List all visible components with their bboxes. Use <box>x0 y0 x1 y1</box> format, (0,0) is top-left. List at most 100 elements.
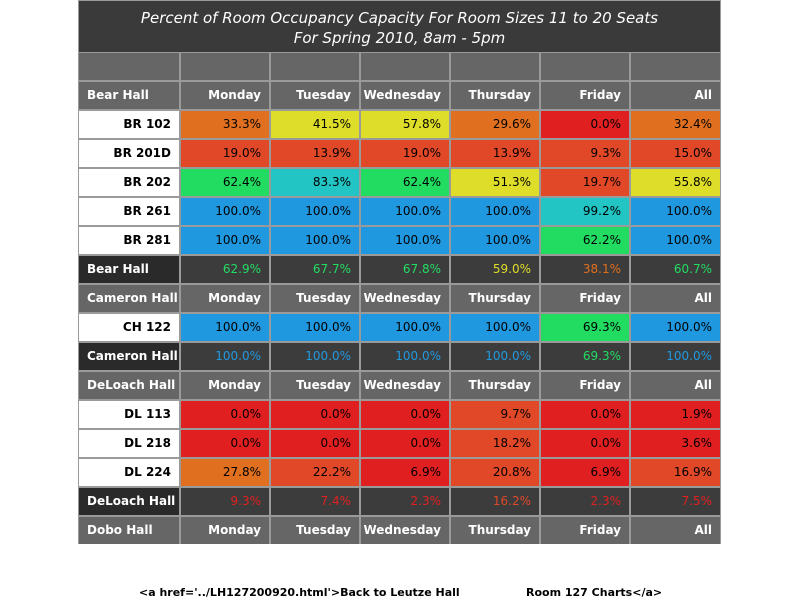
occupancy-cell: 62.2% <box>541 227 629 254</box>
room-label: BR 281 <box>79 227 179 254</box>
blank-header-cell <box>79 53 179 80</box>
occupancy-cell: 27.8% <box>181 459 269 486</box>
day-column-header: All <box>631 82 720 109</box>
blank-header-cell <box>541 53 629 80</box>
occupancy-cell: 100.0% <box>631 314 720 341</box>
report-title: Percent of Room Occupancy Capacity For R… <box>79 1 720 52</box>
room-label: DL 224 <box>79 459 179 486</box>
day-column-header: Wednesday <box>361 285 449 312</box>
hall-header-label: DeLoach Hall <box>79 372 179 399</box>
occupancy-cell: 100.0% <box>181 198 269 225</box>
occupancy-cell: 9.7% <box>451 401 539 428</box>
hall-header-label: Bear Hall <box>79 82 179 109</box>
day-column-header: Monday <box>181 285 269 312</box>
day-column-header: Friday <box>541 372 629 399</box>
occupancy-cell: 0.0% <box>541 111 629 138</box>
hall-total-cell: 2.3% <box>541 488 629 515</box>
occupancy-cell: 55.8% <box>631 169 720 196</box>
blank-header-cell <box>181 53 269 80</box>
hall-total-label: DeLoach Hall <box>79 488 179 515</box>
occupancy-cell: 100.0% <box>181 314 269 341</box>
room-label: DL 113 <box>79 401 179 428</box>
room-label: DL 218 <box>79 430 179 457</box>
hall-total-label: Cameron Hall <box>79 343 179 370</box>
blank-header-cell <box>631 53 720 80</box>
room-label: BR 201D <box>79 140 179 167</box>
hall-total-cell: 62.9% <box>181 256 269 283</box>
occupancy-cell: 19.0% <box>361 140 449 167</box>
day-column-header: Friday <box>541 82 629 109</box>
occupancy-cell: 1.9% <box>631 401 720 428</box>
room-label: BR 261 <box>79 198 179 225</box>
occupancy-cell: 16.9% <box>631 459 720 486</box>
occupancy-cell: 0.0% <box>181 401 269 428</box>
blank-header-cell <box>361 53 449 80</box>
day-column-header: Monday <box>181 517 269 544</box>
hall-total-cell: 2.3% <box>361 488 449 515</box>
occupancy-cell: 13.9% <box>451 140 539 167</box>
occupancy-cell: 99.2% <box>541 198 629 225</box>
occupancy-cell: 3.6% <box>631 430 720 457</box>
occupancy-cell: 19.7% <box>541 169 629 196</box>
hall-total-cell: 7.4% <box>271 488 359 515</box>
hall-total-cell: 100.0% <box>451 343 539 370</box>
occupancy-cell: 20.8% <box>451 459 539 486</box>
occupancy-cell: 6.9% <box>541 459 629 486</box>
occupancy-cell: 19.0% <box>181 140 269 167</box>
occupancy-cell: 100.0% <box>451 198 539 225</box>
hall-total-cell: 38.1% <box>541 256 629 283</box>
occupancy-cell: 51.3% <box>451 169 539 196</box>
occupancy-cell: 100.0% <box>271 314 359 341</box>
occupancy-report: Percent of Room Occupancy Capacity For R… <box>78 0 721 544</box>
title-line-2: For Spring 2010, 8am - 5pm <box>293 29 506 47</box>
day-column-header: Monday <box>181 82 269 109</box>
occupancy-cell: 100.0% <box>361 314 449 341</box>
day-column-header: Wednesday <box>361 372 449 399</box>
occupancy-cell: 29.6% <box>451 111 539 138</box>
day-column-header: Tuesday <box>271 372 359 399</box>
day-column-header: Thursday <box>451 517 539 544</box>
room-label: CH 122 <box>79 314 179 341</box>
occupancy-cell: 100.0% <box>631 227 720 254</box>
hall-total-cell: 9.3% <box>181 488 269 515</box>
day-column-header: Thursday <box>451 372 539 399</box>
title-line-1: Percent of Room Occupancy Capacity For R… <box>140 9 659 27</box>
occupancy-cell: 0.0% <box>271 401 359 428</box>
hall-total-cell: 59.0% <box>451 256 539 283</box>
day-column-header: All <box>631 285 720 312</box>
day-column-header: All <box>631 517 720 544</box>
occupancy-cell: 83.3% <box>271 169 359 196</box>
hall-header-label: Dobo Hall <box>79 517 179 544</box>
hall-total-cell: 100.0% <box>361 343 449 370</box>
room-label: BR 102 <box>79 111 179 138</box>
occupancy-cell: 69.3% <box>541 314 629 341</box>
day-column-header: Tuesday <box>271 82 359 109</box>
hall-total-cell: 100.0% <box>271 343 359 370</box>
occupancy-cell: 0.0% <box>541 430 629 457</box>
day-column-header: Friday <box>541 285 629 312</box>
occupancy-cell: 100.0% <box>631 198 720 225</box>
occupancy-cell: 100.0% <box>361 227 449 254</box>
hall-total-cell: 100.0% <box>631 343 720 370</box>
hall-total-cell: 100.0% <box>181 343 269 370</box>
occupancy-cell: 100.0% <box>451 227 539 254</box>
day-column-header: Tuesday <box>271 517 359 544</box>
occupancy-cell: 100.0% <box>181 227 269 254</box>
occupancy-cell: 57.8% <box>361 111 449 138</box>
blank-header-cell <box>271 53 359 80</box>
day-column-header: Thursday <box>451 82 539 109</box>
hall-total-label: Bear Hall <box>79 256 179 283</box>
footer-back-link-text[interactable]: <a href='../LH127200920.html'>Back to Le… <box>139 586 460 599</box>
hall-total-cell: 67.8% <box>361 256 449 283</box>
occupancy-cell: 13.9% <box>271 140 359 167</box>
hall-total-cell: 16.2% <box>451 488 539 515</box>
hall-total-cell: 7.5% <box>631 488 720 515</box>
hall-header-label: Cameron Hall <box>79 285 179 312</box>
occupancy-cell: 32.4% <box>631 111 720 138</box>
occupancy-cell: 100.0% <box>361 198 449 225</box>
occupancy-cell: 0.0% <box>361 401 449 428</box>
day-column-header: Wednesday <box>361 517 449 544</box>
day-column-header: All <box>631 372 720 399</box>
footer-charts-link-text[interactable]: Room 127 Charts</a> <box>526 586 663 599</box>
day-column-header: Tuesday <box>271 285 359 312</box>
